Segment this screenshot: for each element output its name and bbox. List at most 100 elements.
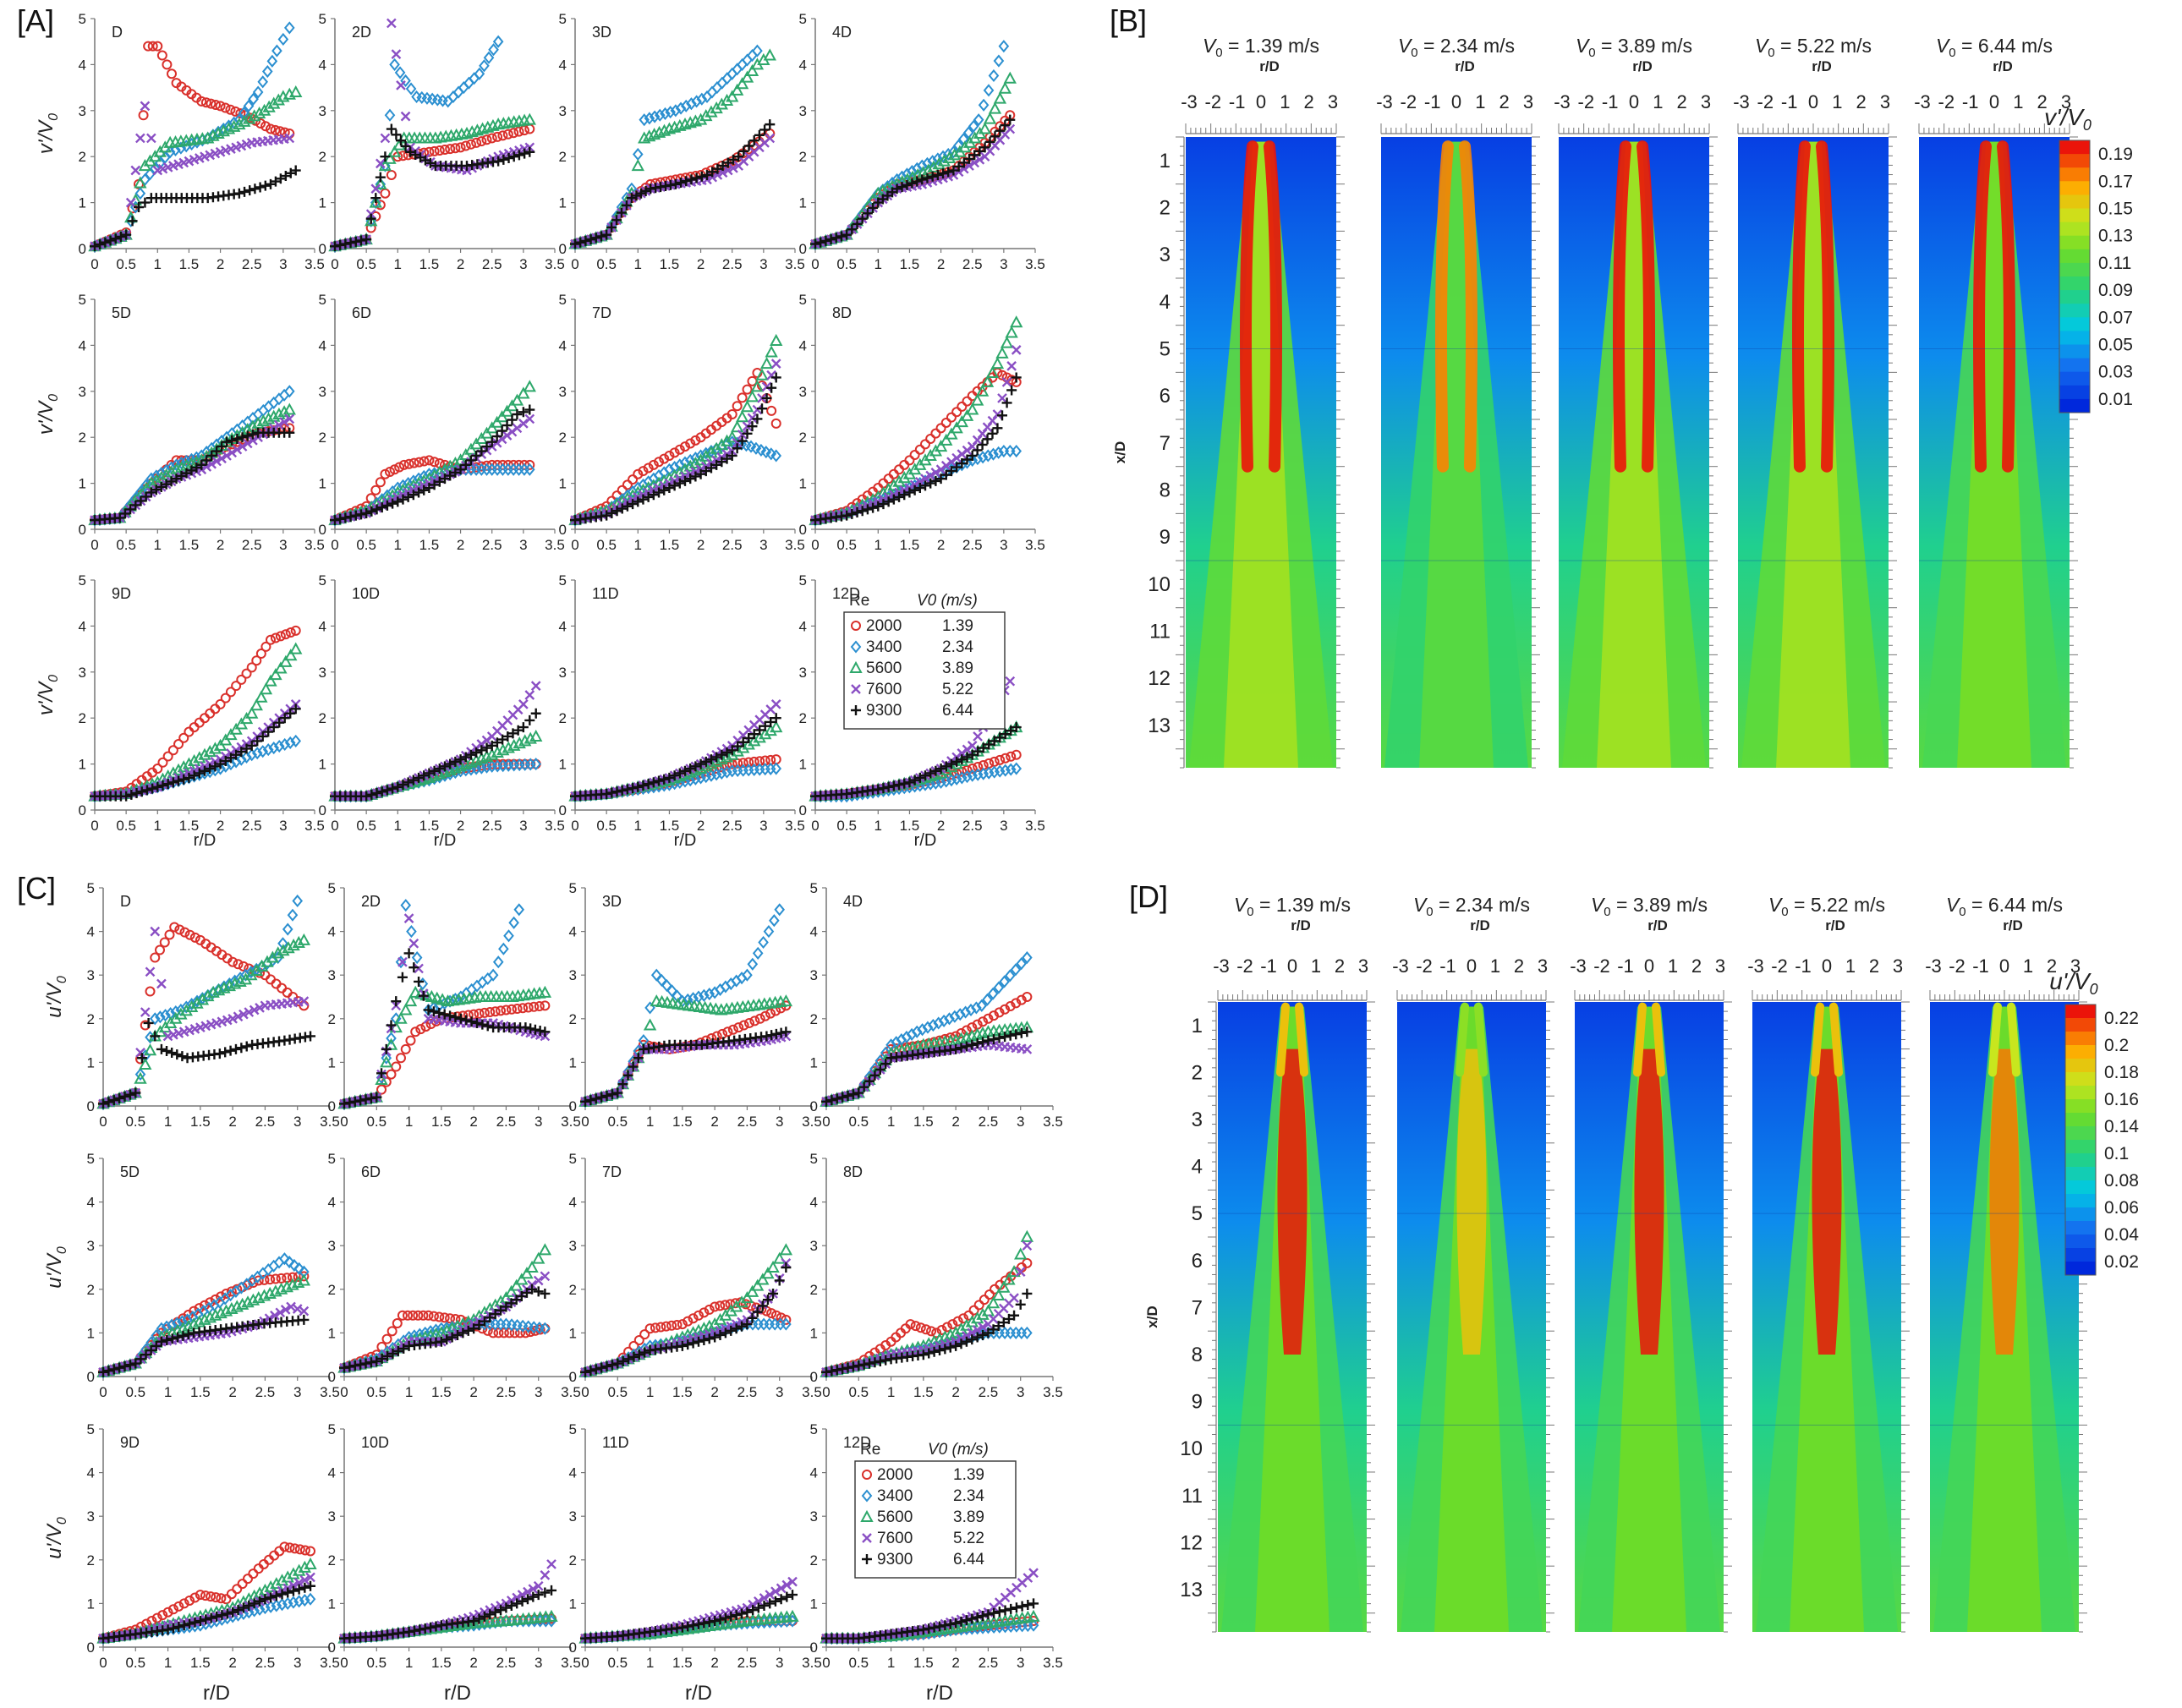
x-tick-label: 1 [164,1384,172,1400]
x-tick-label: 2 [457,818,464,834]
x-tick-label: 1 [394,818,402,834]
legend-re: 5600 [866,660,902,677]
data-point [633,149,642,159]
x-tick-label: 3 [1000,537,1007,553]
data-point [215,1048,225,1059]
data-point [708,87,716,97]
data-point [392,1063,400,1071]
series-re-5600 [90,405,294,525]
data-point [952,408,961,416]
x-tick-label: 3.5 [304,537,325,553]
y-tick-label: 3 [319,384,326,400]
data-point [195,719,204,727]
series-re-5600 [330,381,535,524]
data-point [718,1030,726,1038]
data-point [156,1044,167,1054]
y-tick-label: 1 [328,1054,336,1070]
y-tick-label: 0 [328,1640,336,1656]
data-point [397,1054,405,1062]
x-tick-label: 3.5 [1025,818,1045,834]
data-point [222,104,230,112]
panel-title: 10D [352,585,380,602]
data-point [158,52,167,60]
data-point [200,714,209,722]
panel-title: D [120,893,131,910]
x-tick-label: 2.5 [496,1114,517,1130]
y-tick-label: 1 [79,195,86,211]
data-point [266,636,275,644]
data-point [275,1257,283,1267]
data-point [492,418,502,427]
legend-v: 2.34 [942,638,973,656]
x-tick-label: 2 [937,537,945,553]
y-tick-label: 5 [799,11,807,27]
data-point [990,758,999,766]
data-point [984,85,993,96]
data-point [387,124,397,134]
data-point [754,948,762,958]
data-point [402,901,410,911]
y-tick-label: 3 [328,1508,336,1525]
y-tick-label: 4 [559,57,567,73]
data-point [628,475,637,484]
data-point [406,1037,414,1045]
series-re-9300 [570,119,775,249]
x-tick-label: 3 [279,818,287,834]
data-point [491,1319,500,1329]
data-point [140,198,150,208]
data-point [771,722,781,731]
legend-re: 7600 [866,681,902,698]
x-tick-label: 0 [340,1655,348,1671]
x-tick-label: 3 [535,1655,542,1671]
data-point [239,962,248,971]
x-tick-label: 3 [293,1384,301,1400]
data-point [623,480,632,489]
panel-title: 8D [843,1163,863,1180]
series-re-2000 [90,42,293,251]
data-point [776,905,784,915]
y-tick-label: 4 [319,57,326,73]
x-tick-label: 1 [634,256,642,272]
data-point [937,424,946,432]
x-tick-label: 0.5 [596,256,617,272]
data-point [270,1261,278,1271]
data-point [234,960,243,968]
data-point [525,125,534,134]
data-point [397,81,405,90]
y-tick-label: 1 [810,1054,818,1070]
data-point [766,348,776,357]
data-point [775,1275,785,1285]
y-tick-label: 3 [328,1238,336,1254]
data-point [515,905,524,915]
data-point [387,171,396,179]
data-point [753,46,761,56]
data-point [973,732,982,741]
data-point [759,938,768,948]
data-point [271,634,280,643]
data-point [233,1585,241,1593]
y-tick-label: 4 [799,618,807,634]
data-point [942,419,951,427]
y-tick-label: 0 [328,1369,336,1385]
data-point [1002,338,1012,348]
data-point [211,704,219,713]
data-point [299,997,308,1005]
y-tick-label: 0 [810,1369,818,1385]
x-tick-label: 0.5 [116,818,136,834]
y-tick-label: 2 [559,710,567,726]
data-point [131,167,140,175]
data-point [765,119,775,129]
x-tick-label: 2.5 [482,537,502,553]
data-point [743,55,752,65]
y-tick-label: 3 [79,665,86,681]
data-point [242,1041,252,1051]
x-tick-label: 2 [457,537,464,553]
y-tick-label: 4 [569,1195,577,1211]
data-point [265,402,273,412]
y-tick-label: 1 [569,1054,577,1070]
panel-title: 5D [112,304,131,321]
